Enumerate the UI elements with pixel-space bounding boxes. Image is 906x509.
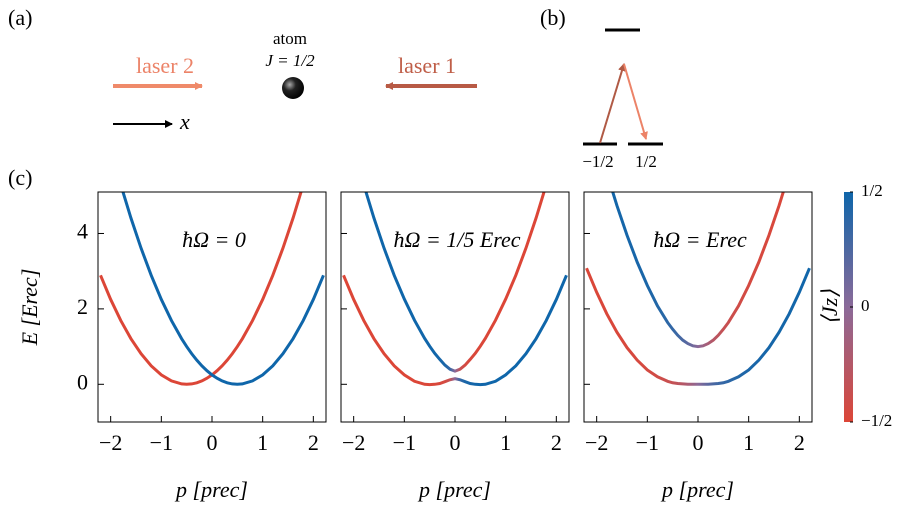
y-tick-label: 0 [77, 369, 88, 394]
x-tick-label: 1 [743, 430, 754, 455]
x-tick-label: 1 [257, 430, 268, 455]
x-tick-label: 2 [551, 430, 562, 455]
x-tick-label: −1 [636, 430, 659, 455]
colorbar-label: ⟨Jz⟩ [817, 289, 842, 325]
curve [611, 192, 785, 349]
x-axis-label: p [prec] [174, 477, 248, 502]
transition [599, 63, 626, 144]
curve [342, 274, 568, 387]
panel-annotation: ħΩ = 0 [182, 227, 246, 252]
x-tick-label: −2 [585, 430, 608, 455]
level-label: −1/2 [582, 152, 613, 171]
curve [585, 267, 811, 386]
x-tick-label: −1 [393, 430, 416, 455]
laser-label: laser 2 [136, 53, 194, 78]
axis-label: x [179, 109, 190, 134]
colorbar-tick-label: 0 [861, 296, 870, 315]
laser-label: laser 1 [398, 53, 456, 78]
y-tick-label: 2 [77, 294, 88, 319]
y-axis-label: E [Erec] [17, 269, 42, 347]
panel-label: (a) [8, 5, 32, 30]
charts: −2 −1 0 1 2 0 2 4 ħΩ = 0 p [prec] −2 −1 0 1 2 ħΩ = 1/5 … [77, 181, 892, 502]
atom [282, 77, 304, 99]
x-tick-label: −2 [342, 430, 365, 455]
level-label: 1/2 [635, 152, 657, 171]
colorbar-tick-label: −1/2 [861, 411, 892, 430]
x-tick-label: 2 [794, 430, 805, 455]
x-tick-label: 0 [450, 430, 461, 455]
panel-annotation: ħΩ = Erec [653, 227, 747, 252]
panel-label: (c) [8, 165, 32, 190]
x-tick-label: 0 [693, 430, 704, 455]
x-axis-label: p [prec] [660, 477, 734, 502]
y-tick-label: 4 [77, 219, 88, 244]
x-tick-label: −2 [99, 430, 122, 455]
panel-label: (b) [540, 5, 566, 30]
x-tick-label: 1 [500, 430, 511, 455]
x-axis-label: p [prec] [417, 477, 491, 502]
atom-label: atom [273, 29, 307, 48]
x-tick-label: 2 [308, 430, 319, 455]
spin-label: J = 1/2 [265, 51, 315, 70]
colorbar-tick-label: 1/2 [861, 181, 883, 200]
curve [121, 192, 325, 386]
x-tick-label: 0 [207, 430, 218, 455]
transition [623, 63, 648, 140]
panel-annotation: ħΩ = 1/5 Erec [393, 227, 520, 252]
curve [364, 192, 546, 373]
colorbar [844, 192, 853, 422]
x-tick-label: −1 [150, 430, 173, 455]
